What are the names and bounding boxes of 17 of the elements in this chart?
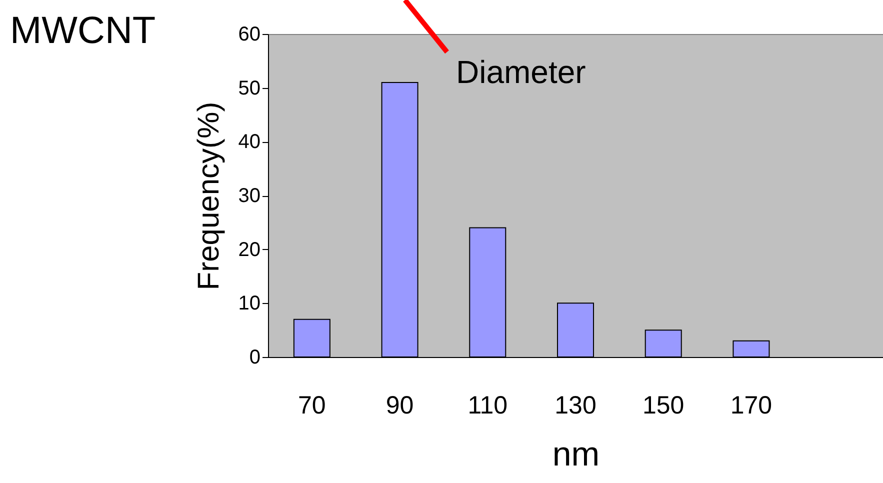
y-tick-label: 20 [238,238,260,261]
x-tick-label: 90 [386,392,414,420]
annotation: Diameter [456,54,586,91]
y-tick-label: 60 [238,24,260,46]
chart-title: MWCNT [10,10,156,53]
y-axis-title: Frequency(%) [192,102,226,290]
x-axis-title: nm [552,436,600,474]
y-tick-label: 30 [238,185,260,207]
x-tick-label: 110 [468,392,508,420]
x-tick-label: 70 [298,392,326,420]
y-tick-label: 10 [238,292,260,315]
x-tick-label: 150 [642,392,684,420]
x-tick-label: 130 [554,392,596,420]
y-tick-label: 0 [249,346,260,368]
y-tick-label: 50 [238,77,260,100]
y-tick-label: 40 [238,131,260,154]
x-tick-label: 170 [730,392,772,420]
